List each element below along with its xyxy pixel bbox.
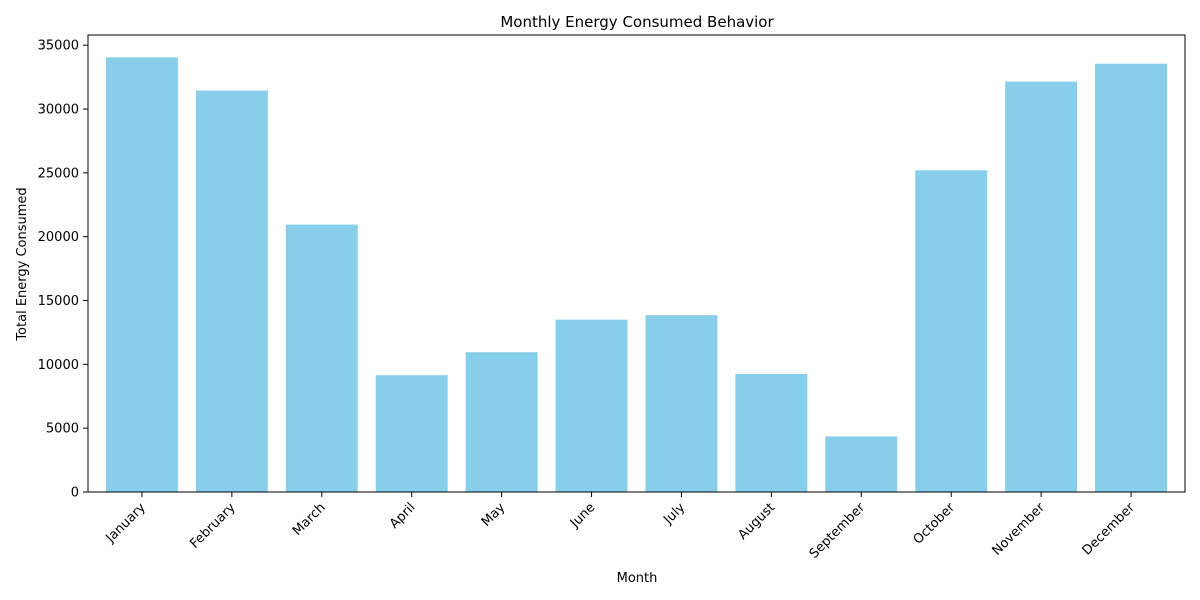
y-tick-label: 15000: [38, 294, 79, 309]
x-tick-label: October: [911, 500, 959, 548]
x-tick-label: January: [103, 500, 149, 546]
bar-august: [735, 373, 808, 492]
x-tick-label: August: [735, 500, 778, 543]
x-tick-label: July: [660, 500, 688, 528]
bar-december: [1095, 63, 1168, 492]
plot-frame: [87, 34, 1186, 493]
bar-september: [825, 436, 898, 492]
x-tick-label: November: [990, 500, 1049, 559]
x-axis-label: Month: [617, 571, 658, 586]
bar-february: [195, 90, 268, 492]
y-tick-label: 35000: [38, 39, 79, 54]
axes-layer: [87, 34, 1186, 493]
bar-april: [375, 375, 448, 492]
x-tick-label: April: [387, 500, 419, 532]
x-tick-label: March: [290, 500, 329, 539]
bar-july: [645, 315, 718, 492]
x-tick-label: June: [567, 500, 598, 531]
bar-june: [555, 319, 628, 492]
x-tick-label: September: [807, 500, 869, 562]
bars-layer: [105, 57, 1168, 493]
x-tick-label: February: [187, 500, 239, 552]
y-tick-label: 5000: [46, 422, 79, 437]
x-tick-label: December: [1080, 500, 1139, 559]
y-axis-label: Total Energy Consumed: [15, 187, 30, 341]
bar-march: [285, 224, 358, 492]
chart-title: Monthly Energy Consumed Behavior: [500, 13, 774, 31]
y-tick-label: 25000: [38, 166, 79, 181]
y-tick-label: 0: [71, 486, 79, 501]
x-tick-label: May: [479, 500, 509, 530]
y-tick-label: 30000: [38, 103, 79, 118]
bar-november: [1005, 81, 1078, 492]
y-tick-label: 10000: [38, 358, 79, 373]
bar-october: [915, 170, 988, 492]
bar-may: [465, 352, 538, 492]
bar-january: [105, 57, 178, 493]
y-tick-label: 20000: [38, 230, 79, 245]
